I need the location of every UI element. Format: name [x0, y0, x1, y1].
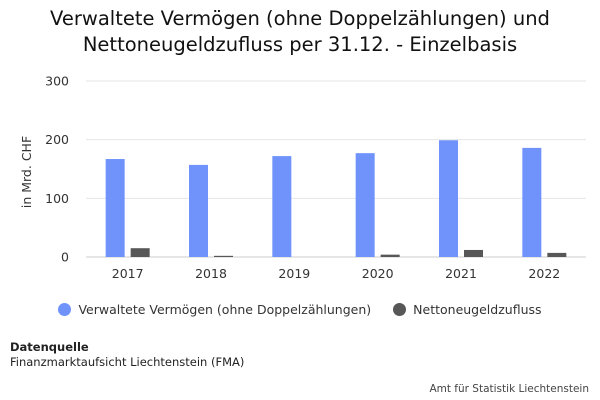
y-tick-label-100: 100: [45, 191, 69, 206]
y-tick-label-200: 200: [45, 132, 69, 147]
chart-title-line-2: Nettoneugeldzufluss per 31.12. - Einzelb…: [82, 33, 518, 56]
credit-text: Amt für Statistik Liechtenstein: [429, 383, 589, 395]
bar-assets-2021: [439, 140, 458, 257]
legend-label-assets: Verwaltete Vermögen (ohne Doppelzählunge…: [78, 302, 372, 317]
x-tick-label-2022: 2022: [528, 266, 560, 281]
bar-assets-2017: [105, 159, 125, 257]
bar-inflow-2017: [130, 248, 150, 257]
x-tick-label-2018: 2018: [195, 266, 227, 281]
y-tick-label-0: 0: [61, 250, 69, 265]
bar-inflow-2020: [380, 254, 400, 257]
x-tick-label-2021: 2021: [445, 266, 477, 281]
legend-item-assets[interactable]: Verwaltete Vermögen (ohne Doppelzählunge…: [58, 302, 371, 317]
bar-assets-2022: [522, 147, 542, 257]
bar-inflow-2022: [547, 252, 567, 257]
data-source: Datenquelle Finanzmarktaufsicht Liechten…: [10, 340, 244, 370]
legend-label-inflow: Nettoneugeldzufluss: [413, 302, 542, 317]
legend-marker-inflow: [393, 303, 407, 316]
y-axis-label: in Mrd. CHF: [19, 136, 34, 208]
chart-title-line-1: Verwaltete Vermögen (ohne Doppelzählunge…: [50, 7, 550, 30]
data-source-text: Finanzmarktaufsicht Liechtenstein (FMA): [10, 355, 245, 369]
bar-assets-2018: [189, 164, 208, 257]
x-tick-label-2017: 2017: [112, 266, 144, 281]
bar-assets-2020: [355, 153, 375, 257]
bar-inflow-2021: [464, 249, 483, 257]
x-tick-label-2019: 2019: [278, 266, 310, 281]
legend-marker-assets: [58, 303, 72, 316]
bar-chart: 0 100 200 300 in Mrd. CHF 2017 2018 2019 2020 202…: [19, 74, 586, 281]
data-source-heading: Datenquelle: [10, 340, 89, 354]
bar-inflow-2018: [214, 255, 233, 257]
legend-item-inflow[interactable]: Nettoneugeldzufluss: [393, 302, 542, 317]
chart-legend: Verwaltete Vermögen (ohne Doppelzählunge…: [0, 302, 600, 317]
y-tick-label-300: 300: [45, 74, 69, 89]
chart-title: Verwaltete Vermögen (ohne Doppelzählunge…: [0, 6, 600, 58]
x-tick-label-2020: 2020: [362, 266, 394, 281]
bar-assets-2019: [272, 156, 292, 257]
